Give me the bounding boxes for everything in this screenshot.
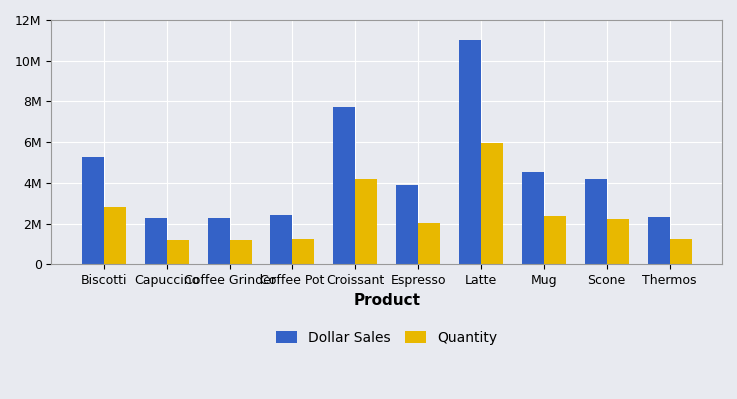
X-axis label: Product: Product <box>353 293 420 308</box>
Bar <box>648 217 669 265</box>
Bar <box>82 158 104 265</box>
Bar <box>669 239 691 265</box>
Bar <box>522 172 544 265</box>
Bar <box>270 215 293 265</box>
Legend: Dollar Sales, Quantity: Dollar Sales, Quantity <box>271 325 503 350</box>
Bar <box>333 107 355 265</box>
Bar <box>418 223 440 265</box>
Bar <box>167 240 189 265</box>
Bar <box>293 239 315 265</box>
Bar <box>208 218 229 265</box>
Bar <box>607 219 629 265</box>
Bar <box>144 217 167 265</box>
Bar <box>584 179 607 265</box>
Bar <box>481 143 503 265</box>
Bar <box>396 185 418 265</box>
Bar <box>355 179 377 265</box>
Bar <box>544 215 566 265</box>
Bar <box>459 40 481 265</box>
Bar <box>104 207 126 265</box>
Bar <box>229 240 251 265</box>
